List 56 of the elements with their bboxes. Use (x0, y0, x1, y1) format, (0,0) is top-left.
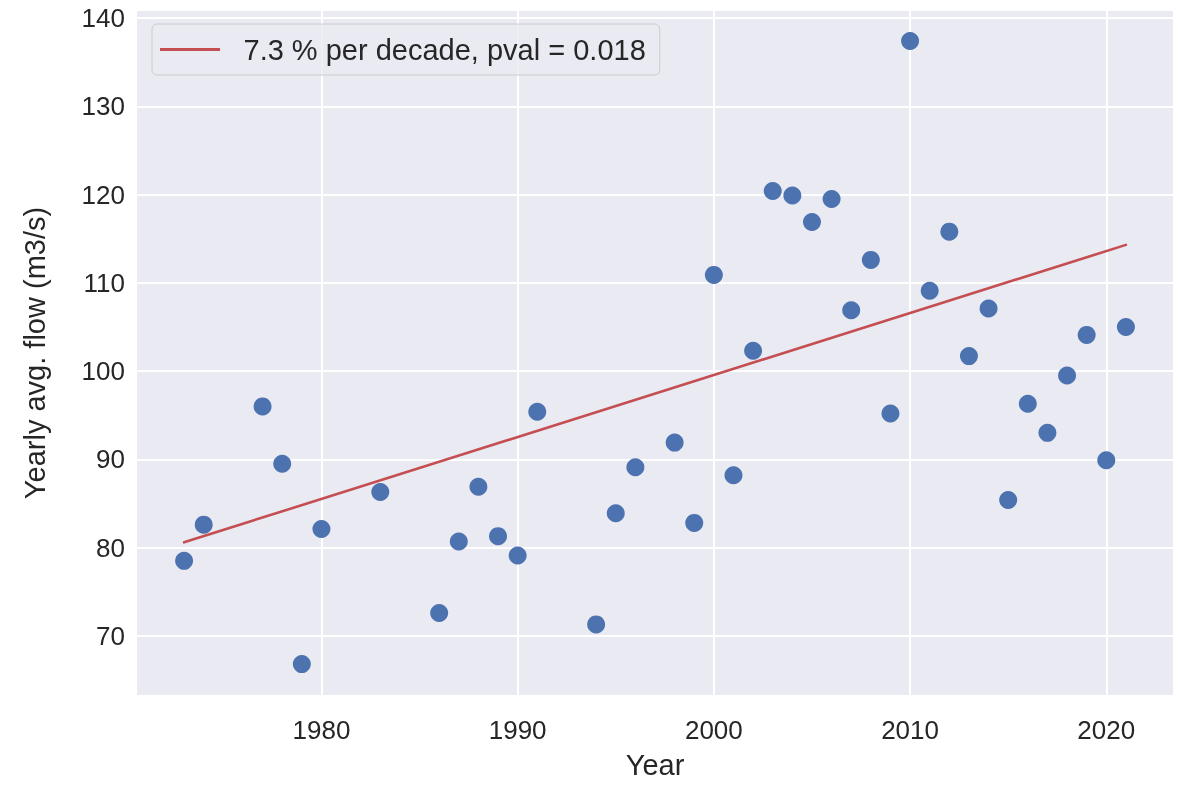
x-tick-label: 2020 (1077, 715, 1136, 745)
y-tick-label: 140 (81, 3, 125, 34)
y-tick-label: 110 (83, 267, 125, 298)
point (1077, 325, 1096, 344)
point (763, 182, 782, 201)
point (920, 281, 939, 300)
point (273, 454, 292, 473)
y-tick-label: 100 (81, 356, 125, 387)
y-tick-label: 90 (96, 444, 125, 475)
point (979, 299, 998, 318)
y-tick-label: 120 (81, 179, 125, 210)
y-axis-title: Yearly avg. flow (m3/s) (18, 206, 51, 500)
point (704, 265, 723, 284)
point (1038, 423, 1057, 442)
point (312, 520, 331, 539)
point (587, 615, 606, 634)
point (822, 189, 841, 208)
point (901, 32, 920, 50)
y-tick-label: 130 (81, 91, 125, 122)
point (626, 458, 645, 477)
point (802, 212, 821, 231)
point (1018, 394, 1037, 413)
point (842, 301, 861, 320)
point (999, 490, 1018, 509)
point (606, 504, 625, 523)
point (685, 513, 704, 532)
point (469, 477, 488, 496)
point (724, 466, 743, 485)
point (744, 341, 763, 360)
x-axis-title: Year (625, 748, 685, 781)
point (1097, 451, 1116, 470)
x-tick-label: 1990 (488, 715, 547, 745)
point (489, 527, 508, 546)
point (508, 546, 527, 565)
point (881, 404, 900, 423)
point (194, 515, 213, 534)
point (175, 551, 194, 570)
point (253, 397, 272, 416)
point (861, 250, 880, 269)
x-tick-label: 2010 (881, 715, 939, 745)
legend-label: 7.3 % per decade, pval = 0.018 (243, 33, 646, 66)
point (940, 222, 959, 241)
y-tick-label: 80 (96, 532, 125, 563)
point (959, 347, 978, 366)
point (1116, 317, 1135, 336)
x-tick-label: 1980 (292, 715, 351, 745)
x-tick-label: 2000 (684, 715, 743, 745)
point (449, 532, 468, 551)
point (292, 655, 311, 674)
y-tick-label: 70 (96, 620, 125, 651)
point (665, 433, 684, 452)
point (1058, 366, 1077, 385)
point (783, 186, 802, 205)
point (528, 402, 547, 421)
point (430, 603, 449, 622)
point (371, 483, 390, 501)
